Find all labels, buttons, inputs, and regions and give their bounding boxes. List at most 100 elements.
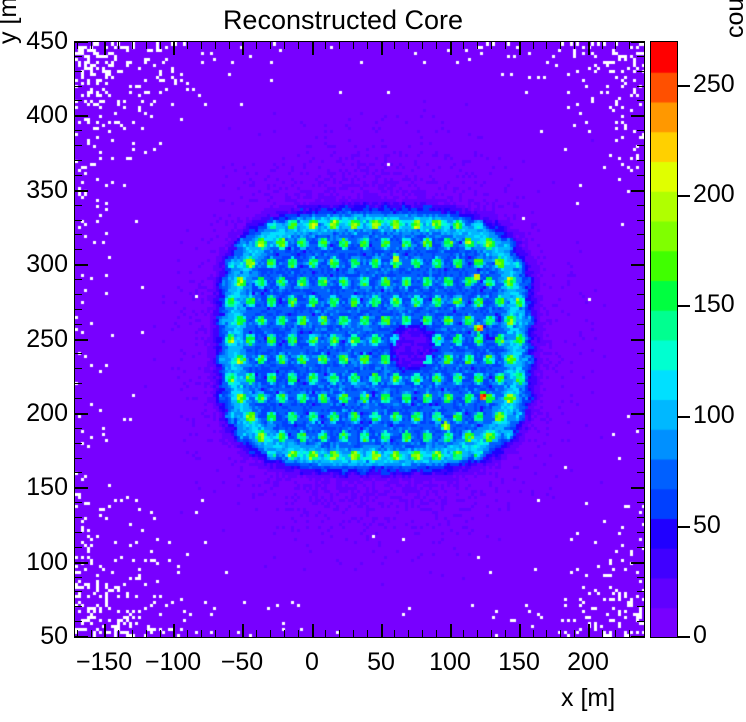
y-axis-minor-tick	[75, 532, 82, 533]
y-axis-major-tick-right	[631, 339, 644, 341]
y-axis-tick-label: 100	[26, 548, 68, 576]
y-axis-tick-label: 300	[26, 250, 68, 278]
y-axis-minor-tick	[75, 577, 82, 578]
x-axis-minor-tick	[229, 630, 230, 637]
x-axis-minor-tick-top	[284, 42, 285, 49]
x-axis-major-tick	[104, 624, 106, 637]
y-axis-major-tick	[75, 264, 88, 266]
x-axis-minor-tick	[160, 630, 161, 637]
x-axis-minor-tick	[187, 630, 188, 637]
y-axis-tick-label: 350	[26, 176, 68, 204]
y-axis-minor-tick	[75, 71, 82, 72]
x-axis-tick-label: −50	[220, 648, 264, 676]
x-axis-minor-tick-top	[574, 42, 575, 49]
x-axis-minor-tick	[91, 630, 92, 637]
x-axis-minor-tick	[325, 630, 326, 637]
x-axis-minor-tick	[505, 630, 506, 637]
y-axis-minor-tick	[75, 279, 82, 280]
y-axis-minor-tick-right	[637, 220, 644, 221]
y-axis-minor-tick-right	[637, 71, 644, 72]
x-axis-minor-tick-top	[546, 42, 547, 49]
colorbar-canvas	[651, 42, 677, 637]
x-axis-minor-tick-top	[408, 42, 409, 49]
x-axis-minor-tick-top	[132, 42, 133, 49]
x-axis-minor-tick	[339, 630, 340, 637]
y-axis-major-tick	[75, 115, 88, 117]
x-axis-minor-tick	[546, 630, 547, 637]
y-axis-major-tick	[75, 190, 88, 192]
y-axis-major-tick	[75, 487, 88, 489]
y-axis-tick-label: 150	[26, 473, 68, 501]
y-axis-minor-tick	[75, 309, 82, 310]
x-axis-minor-tick	[477, 630, 478, 637]
x-axis-title: x [m]	[561, 684, 616, 712]
x-axis-minor-tick-top	[339, 42, 340, 49]
y-axis-minor-tick-right	[637, 472, 644, 473]
x-axis-minor-tick	[77, 630, 78, 637]
histogram-canvas	[75, 42, 644, 637]
x-axis-minor-tick-top	[422, 42, 423, 49]
y-axis-minor-tick	[75, 368, 82, 369]
y-axis-minor-tick-right	[637, 249, 644, 250]
y-axis-minor-tick-right	[637, 458, 644, 459]
y-axis-minor-tick	[75, 353, 82, 354]
x-axis-tick-label: −100	[144, 648, 202, 676]
x-axis-minor-tick-top	[491, 42, 492, 49]
x-axis-major-tick-top	[104, 42, 106, 55]
y-axis-minor-tick-right	[637, 234, 644, 235]
y-axis-tick-label: 250	[26, 325, 68, 353]
x-axis-minor-tick-top	[602, 42, 603, 49]
x-axis-minor-tick	[408, 630, 409, 637]
y-axis-minor-tick	[75, 56, 82, 57]
y-axis-major-tick-right	[631, 413, 644, 415]
x-axis-minor-tick-top	[629, 42, 630, 49]
y-axis-tick-label: 50	[40, 622, 68, 650]
y-axis-minor-tick-right	[637, 309, 644, 310]
x-axis-minor-tick-top	[353, 42, 354, 49]
y-axis-tick-label: 450	[26, 27, 68, 55]
y-axis-minor-tick	[75, 294, 82, 295]
x-axis-minor-tick	[284, 630, 285, 637]
x-axis-minor-tick-top	[477, 42, 478, 49]
x-axis-minor-tick-top	[463, 42, 464, 49]
x-axis-minor-tick	[256, 630, 257, 637]
y-axis-major-tick-right	[631, 41, 644, 43]
x-axis-minor-tick-top	[298, 42, 299, 49]
x-axis-minor-tick	[533, 630, 534, 637]
x-axis-tick-label: 200	[567, 648, 609, 676]
x-axis-minor-tick	[394, 630, 395, 637]
colorbar-tick-label: 200	[693, 180, 735, 208]
colorbar-tick	[678, 85, 690, 87]
x-axis-minor-tick	[615, 630, 616, 637]
y-axis-minor-tick-right	[637, 145, 644, 146]
y-axis-minor-tick	[75, 591, 82, 592]
y-axis-major-tick	[75, 41, 88, 43]
x-axis-minor-tick	[132, 630, 133, 637]
y-axis-title: y [m]	[0, 0, 22, 44]
y-axis-minor-tick-right	[637, 502, 644, 503]
y-axis-minor-tick	[75, 220, 82, 221]
y-axis-minor-tick-right	[637, 353, 644, 354]
y-axis-minor-tick-right	[637, 294, 644, 295]
colorbar-tick	[678, 636, 690, 638]
x-axis-minor-tick-top	[394, 42, 395, 49]
y-axis-minor-tick	[75, 160, 82, 161]
plot-frame	[74, 41, 645, 638]
x-axis-minor-tick-top	[615, 42, 616, 49]
y-axis-minor-tick	[75, 130, 82, 131]
y-axis-minor-tick	[75, 234, 82, 235]
y-axis-minor-tick-right	[637, 279, 644, 280]
colorbar-title: count	[721, 0, 746, 38]
y-axis-minor-tick	[75, 324, 82, 325]
y-axis-major-tick-right	[631, 115, 644, 117]
x-axis-minor-tick	[215, 630, 216, 637]
colorbar-tick	[678, 416, 690, 418]
y-axis-minor-tick-right	[637, 160, 644, 161]
x-axis-minor-tick	[118, 630, 119, 637]
y-axis-minor-tick-right	[637, 368, 644, 369]
x-axis-major-tick-top	[242, 42, 244, 55]
x-axis-tick-label: −150	[75, 648, 133, 676]
y-axis-tick-label: 200	[26, 399, 68, 427]
x-axis-major-tick-top	[312, 42, 314, 55]
